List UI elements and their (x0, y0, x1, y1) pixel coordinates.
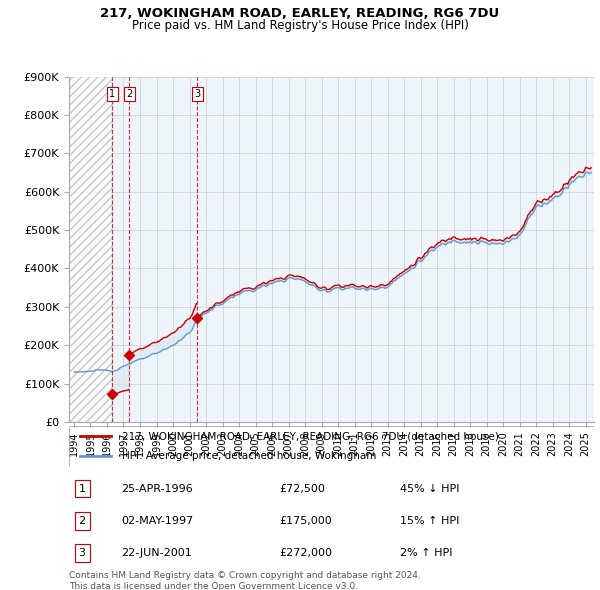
Text: 2: 2 (126, 89, 132, 99)
Text: 1: 1 (109, 89, 115, 99)
Text: 2% ↑ HPI: 2% ↑ HPI (400, 548, 452, 558)
Text: 45% ↓ HPI: 45% ↓ HPI (400, 484, 459, 494)
Text: 15% ↑ HPI: 15% ↑ HPI (400, 516, 459, 526)
Text: 02-MAY-1997: 02-MAY-1997 (121, 516, 194, 526)
Text: 25-APR-1996: 25-APR-1996 (121, 484, 193, 494)
Text: Contains HM Land Registry data © Crown copyright and database right 2024.
This d: Contains HM Land Registry data © Crown c… (69, 571, 421, 590)
Text: £272,000: £272,000 (279, 548, 332, 558)
Text: 217, WOKINGHAM ROAD, EARLEY, READING, RG6 7DU: 217, WOKINGHAM ROAD, EARLEY, READING, RG… (100, 7, 500, 20)
Text: 1: 1 (79, 484, 86, 494)
Text: 3: 3 (194, 89, 200, 99)
Text: 217, WOKINGHAM ROAD, EARLEY, READING, RG6 7DU (detached house): 217, WOKINGHAM ROAD, EARLEY, READING, RG… (121, 431, 499, 441)
Bar (69, 77, 112, 422)
Text: Price paid vs. HM Land Registry's House Price Index (HPI): Price paid vs. HM Land Registry's House … (131, 19, 469, 32)
Text: HPI: Average price, detached house, Wokingham: HPI: Average price, detached house, Woki… (121, 451, 376, 461)
Text: 2: 2 (79, 516, 86, 526)
Text: £72,500: £72,500 (279, 484, 325, 494)
Text: £175,000: £175,000 (279, 516, 332, 526)
Text: 22-JUN-2001: 22-JUN-2001 (121, 548, 192, 558)
Text: 3: 3 (79, 548, 86, 558)
